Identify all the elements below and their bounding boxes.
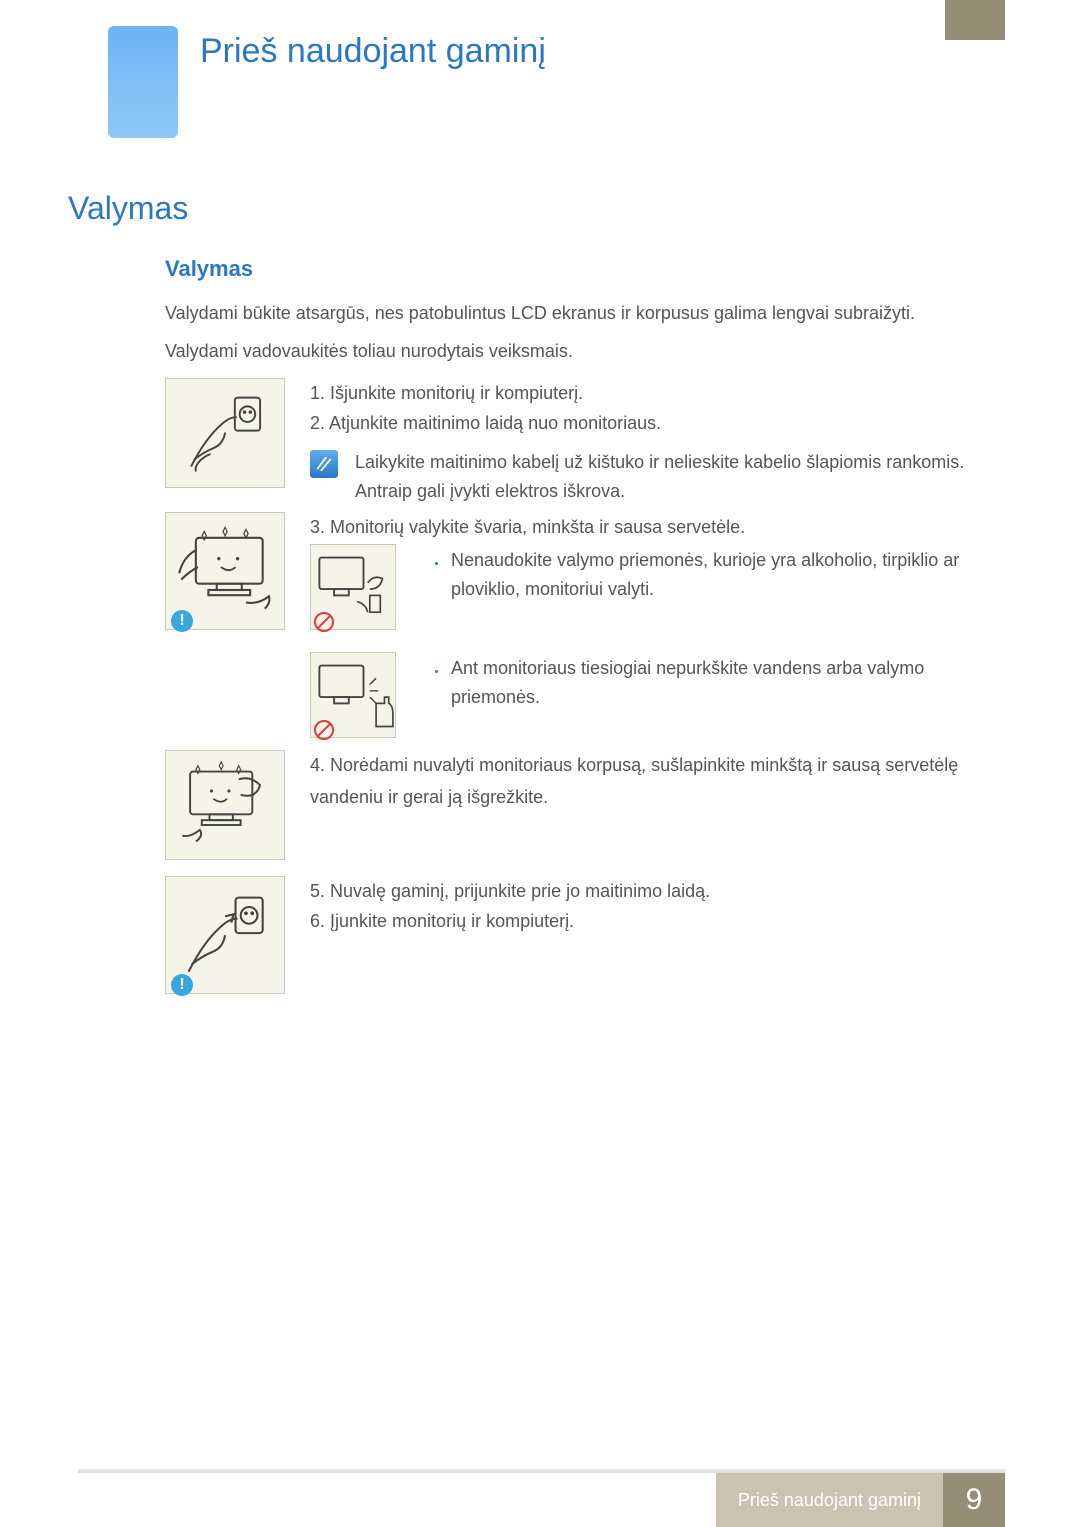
bullet-1-wrap: Nenaudokite valymo priemonės, kurioje yr… xyxy=(429,546,970,604)
bullet-1: Nenaudokite valymo priemonės, kurioje yr… xyxy=(447,546,970,604)
illustration-wipe-case xyxy=(165,750,285,860)
intro-paragraph-2: Valydami vadovaukitės toliau nurodytais … xyxy=(165,338,970,366)
step-block-4: ! 5. Nuvalę gaminį, prijunkite prie jo m… xyxy=(165,876,970,996)
step-6-text: 6. Įjunkite monitorių ir kompiuterį. xyxy=(310,906,970,938)
plug-in-icon xyxy=(172,883,278,987)
prohibit-icon xyxy=(314,720,334,740)
info-badge-icon: ! xyxy=(171,974,193,996)
chapter-title: Prieš naudojant gaminį xyxy=(200,32,546,71)
section-title: Valymas xyxy=(68,190,188,227)
step-5-text: 5. Nuvalę gaminį, prijunkite prie jo mai… xyxy=(310,876,970,908)
footer-bar: Prieš naudojant gaminį 9 xyxy=(78,1473,1005,1527)
step-block-1: 1. Išjunkite monitorių ir kompiuterį. 2.… xyxy=(165,378,970,503)
bullet-2-wrap: Ant monitoriaus tiesiogiai nepurkškite v… xyxy=(429,654,970,712)
footer-chapter-label: Prieš naudojant gaminį xyxy=(716,1473,943,1527)
intro-paragraph-1: Valydami būkite atsargūs, nes patobulint… xyxy=(165,300,970,328)
wipe-screen-icon xyxy=(172,519,278,623)
wipe-case-icon xyxy=(172,756,278,853)
step-3-text: 3. Monitorių valykite švaria, minkšta ir… xyxy=(310,512,970,544)
bullet-2: Ant monitoriaus tiesiogiai nepurkškite v… xyxy=(447,654,970,712)
illustration-unplug xyxy=(165,378,285,488)
step-1-text: 1. Išjunkite monitorių ir kompiuterį. xyxy=(310,378,970,410)
note-1-text: Laikykite maitinimo kabelį už kištuko ir… xyxy=(355,448,970,506)
top-accent-bar xyxy=(945,0,1005,40)
chapter-tab xyxy=(108,26,178,138)
step-4-text: 4. Norėdami nuvalyti monitoriaus korpusą… xyxy=(310,750,970,813)
info-badge-icon: ! xyxy=(171,610,193,632)
unplug-icon xyxy=(172,384,278,481)
page-number: 9 xyxy=(943,1473,1005,1527)
step-block-2: ! 3. Monitorių valykite švaria, minkšta … xyxy=(165,512,970,742)
step-block-3: 4. Norėdami nuvalyti monitoriaus korpusą… xyxy=(165,750,970,868)
prohibit-icon xyxy=(314,612,334,632)
note-icon xyxy=(310,450,338,478)
step-2-text: 2. Atjunkite maitinimo laidą nuo monitor… xyxy=(310,408,970,440)
sub-section-title: Valymas xyxy=(165,256,253,282)
